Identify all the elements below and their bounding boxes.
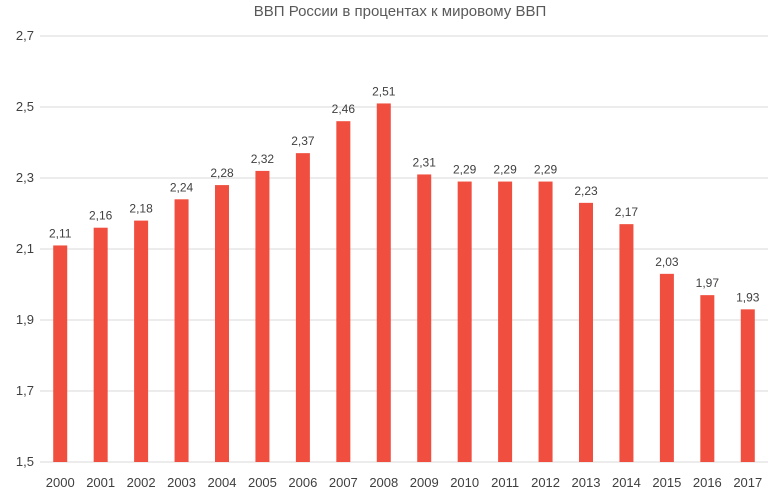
- data-label: 2,03: [655, 255, 679, 269]
- bar: [579, 202, 593, 462]
- data-label: 2,29: [453, 163, 477, 177]
- x-tick-label: 2017: [733, 475, 762, 490]
- x-tick-label: 2004: [208, 475, 237, 490]
- y-tick-label: 1,5: [16, 454, 34, 469]
- x-tick-label: 2011: [491, 475, 519, 490]
- bar: [538, 181, 553, 463]
- data-label: 1,97: [696, 276, 720, 290]
- gridlines: [40, 35, 768, 463]
- bar: [740, 309, 755, 462]
- bar: [376, 103, 391, 462]
- y-tick-label: 2,3: [16, 170, 34, 185]
- x-tick-label: 2005: [248, 475, 277, 490]
- bar: [53, 245, 68, 462]
- bar: [134, 220, 149, 462]
- bar: [255, 170, 270, 462]
- x-tick-label: 2003: [167, 475, 196, 490]
- bar: [659, 273, 674, 462]
- x-tick-label: 2008: [369, 475, 398, 490]
- data-label: 2,28: [210, 166, 234, 180]
- bar: [295, 153, 310, 462]
- data-label: 1,93: [736, 290, 760, 304]
- x-tick-label: 2009: [410, 475, 439, 490]
- x-tick-label: 2007: [329, 475, 358, 490]
- data-label: 2,46: [332, 102, 356, 116]
- x-tick-label: 2001: [86, 475, 115, 490]
- x-tick-label: 2012: [531, 475, 560, 490]
- bar: [498, 181, 513, 463]
- x-tick-label: 2013: [572, 475, 601, 490]
- x-tick-label: 2016: [693, 475, 722, 490]
- x-tick-label: 2010: [450, 475, 479, 490]
- bar: [700, 295, 715, 462]
- y-tick-label: 1,9: [16, 312, 34, 327]
- data-label: 2,29: [493, 163, 517, 177]
- data-label: 2,31: [413, 155, 437, 169]
- y-tick-label: 1,7: [16, 383, 34, 398]
- x-tick-label: 2000: [46, 475, 75, 490]
- x-tick-label: 2014: [612, 475, 641, 490]
- bar: [417, 174, 432, 462]
- data-label: 2,37: [291, 134, 315, 148]
- bar: [215, 185, 229, 462]
- x-tick-label: 2015: [652, 475, 681, 490]
- data-label: 2,24: [170, 180, 194, 194]
- data-label: 2,17: [615, 205, 639, 219]
- x-axis-ticks: 2000 2001 2002 2003 2004 2005 2006 2007 2008 2009…: [46, 475, 762, 490]
- data-label: 2,11: [49, 226, 72, 240]
- x-tick-label: 2006: [288, 475, 317, 490]
- y-tick-label: 2,1: [16, 241, 34, 256]
- data-label: 2,29: [534, 163, 558, 177]
- y-tick-label: 2,7: [16, 28, 34, 43]
- bars: [53, 103, 755, 463]
- y-axis-ticks: 1,5 1,7 1,9 2,1 2,3 2,5 2,7: [16, 28, 34, 469]
- bar: [93, 227, 108, 462]
- data-label: 2,23: [574, 184, 598, 198]
- data-label: 2,16: [89, 209, 113, 223]
- bar: [619, 224, 634, 462]
- y-tick-label: 2,5: [16, 99, 34, 114]
- bar: [174, 199, 189, 463]
- data-label: 2,51: [372, 84, 396, 98]
- data-labels: 2,11 2,16 2,18 2,24 2,28 2,32 2,37 2,46 2,51 2,31…: [49, 84, 760, 304]
- chart-title: ВВП России в процентах к мировому ВВП: [254, 3, 546, 20]
- bar: [457, 181, 472, 463]
- data-label: 2,32: [251, 152, 275, 166]
- bar: [336, 121, 351, 462]
- data-label: 2,18: [129, 202, 153, 216]
- x-tick-label: 2002: [127, 475, 156, 490]
